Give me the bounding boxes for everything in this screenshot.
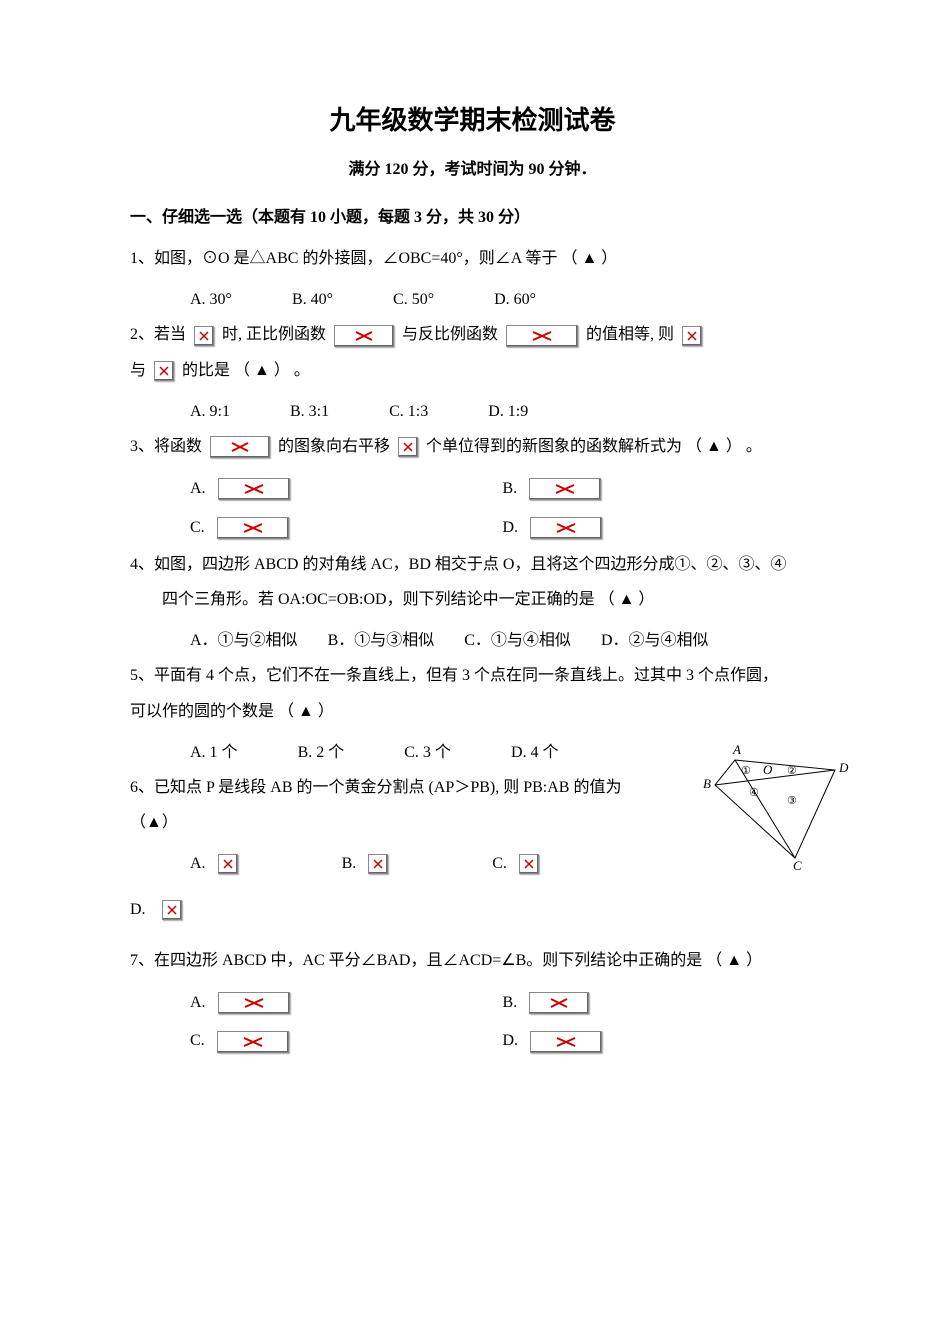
answer-blank: （ ▲ ） [234,362,290,379]
broken-image-icon [529,992,589,1014]
q4-line2: 四个三角形。若 OA:OC=OB:OD，则下列结论中一定正确的是 [162,591,595,608]
q3-part-d: 。 [746,438,762,455]
q2-part-a: 2、若当 [130,326,186,343]
q2-opt-a: A. 9:1 [190,394,230,429]
page-title: 九年级数学期末检测试卷 [130,100,815,137]
broken-image-icon [334,325,394,347]
broken-image-icon [398,437,418,457]
broken-image-icon [682,326,702,346]
q3-opt-b: B. [503,470,816,508]
q6-line1: 6、已知点 P 是线段 AB 的一个黄金分割点 (AP＞PB), 则 PB:AB… [130,770,645,805]
question-4: 4、如图，四边形 ABCD 的对角线 AC，BD 相交于点 O，且将这个四边形分… [130,547,815,617]
question-3: 3、将函数 的图象向右平移 个单位得到的新图象的函数解析式为 （ ▲ ） 。 [130,429,815,464]
q7-opt-c: C. [190,1022,503,1060]
figure-label-c: C [793,858,802,870]
q1-stem: 1、如图，⊙O 是△ABC 的外接圆，∠OBC=40°，则∠A 等于 [130,250,557,267]
exam-page: 九年级数学期末检测试卷 满分 120 分，考试时间为 90 分钟． 一、仔细选一… [0,0,945,1337]
q5-line1: 5、平面有 4 个点，它们不在一条直线上，但有 3 个点在同一条直线上。过其中 … [130,658,815,693]
answer-blank: （ ▲ ） [561,250,617,267]
q3-part-c: 个单位得到的新图象的函数解析式为 [426,438,682,455]
q4-figure: A D C B O ① ② ③ ④ [695,740,855,870]
broken-image-icon [218,854,238,874]
figure-n3: ③ [787,795,797,807]
q1-opt-c: C. 50° [393,282,434,317]
q2-opt-b: B. 3:1 [290,394,329,429]
q1-opt-b: B. 40° [292,282,333,317]
q5-opt-a: A. 1 个 [190,735,238,770]
q6-opt-a: A. [190,846,242,881]
question-6: 6、已知点 P 是线段 AB 的一个黄金分割点 (AP＞PB), 则 PB:AB… [130,770,815,840]
broken-image-icon [194,326,214,346]
q4-options: A．①与②相似 B．①与③相似 C．①与④相似 D．②与④相似 [130,623,815,658]
q6-line2: （▲） [130,805,645,840]
q7-opt-d: D. [503,1022,816,1060]
q5-opt-d: D. 4 个 [511,735,559,770]
q3-part-a: 3、将函数 [130,438,202,455]
q2-part-b: 时, 正比例函数 [222,326,326,343]
q2-opt-c: C. 1:3 [389,394,428,429]
broken-image-icon [218,478,290,500]
figure-label-d: D [838,760,849,775]
q4-line1: 4、如图，四边形 ABCD 的对角线 AC，BD 相交于点 O，且将这个四边形分… [130,547,815,582]
q6-opt-d: D. [130,901,186,918]
q6-opt-d-row: D. [130,892,815,927]
q2-line2-c: 。 [294,362,310,379]
q3-opt-d: D. [503,509,816,547]
q2-part-d: 的值相等, 则 [586,326,674,343]
broken-image-icon [368,854,388,874]
q2-line2-b: 的比是 [182,362,230,379]
page-subtitle: 满分 120 分，考试时间为 90 分钟． [130,155,815,179]
q4-opt-c: C．①与④相似 [464,623,571,658]
q3-options: A. B. C. D. [130,470,815,547]
q4-opt-d: D．②与④相似 [601,623,709,658]
broken-image-icon [530,517,602,539]
figure-label-a: A [732,742,741,757]
question-5: 5、平面有 4 个点，它们不在一条直线上，但有 3 个点在同一条直线上。过其中 … [130,658,815,728]
broken-image-icon [506,325,578,347]
broken-image-icon [519,854,539,874]
q5-opt-c: C. 3 个 [404,735,451,770]
q4-opt-b: B．①与③相似 [328,623,435,658]
q3-opt-c: C. [190,509,503,547]
figure-label-o: O [763,762,773,777]
answer-blank: （ ▲ ） [278,703,334,720]
figure-n2: ② [787,765,797,777]
broken-image-icon [530,1031,602,1053]
broken-image-icon [154,361,174,381]
q6-opt-b: B. [342,846,393,881]
q7-options: A. B. C. D. [130,984,815,1061]
q2-options: A. 9:1 B. 3:1 C. 1:3 D. 1:9 [130,394,815,429]
q7-opt-a: A. [190,984,503,1022]
q2-line2-a: 与 [130,362,146,379]
q5-opt-b: B. 2 个 [298,735,345,770]
figure-label-b: B [703,776,711,791]
broken-image-icon [210,436,270,458]
q1-options: A. 30° B. 40° C. 50° D. 60° [130,282,815,317]
answer-blank: （ ▲ ） [599,591,655,608]
broken-image-icon [217,517,289,539]
question-2: 2、若当 时, 正比例函数 与反比例函数 的值相等, 则 与 的比是 （ ▲ ）… [130,317,815,387]
q3-opt-a: A. [190,470,503,508]
figure-n1: ① [741,765,751,777]
q2-part-c: 与反比例函数 [402,326,498,343]
q4-opt-a: A．①与②相似 [190,623,298,658]
answer-blank: （ ▲ ） [706,952,762,969]
q6-opt-c: C. [492,846,543,881]
broken-image-icon [218,992,290,1014]
q1-opt-a: A. 30° [190,282,232,317]
q1-opt-d: D. 60° [494,282,536,317]
q5-line2: 可以作的圆的个数是 [130,703,274,720]
broken-image-icon [162,900,182,920]
answer-blank: （ ▲ ） [686,438,742,455]
section-1-heading: 一、仔细选一选（本题有 10 小题，每题 3 分，共 30 分） [130,203,815,227]
question-1: 1、如图，⊙O 是△ABC 的外接圆，∠OBC=40°，则∠A 等于 （ ▲ ） [130,241,815,276]
q7-stem: 7、在四边形 ABCD 中，AC 平分∠BAD，且∠ACD=∠B。则下列结论中正… [130,952,702,969]
q3-part-b: 的图象向右平移 [278,438,390,455]
figure-n4: ④ [749,787,759,799]
q2-opt-d: D. 1:9 [488,394,528,429]
question-7: 7、在四边形 ABCD 中，AC 平分∠BAD，且∠ACD=∠B。则下列结论中正… [130,943,815,978]
broken-image-icon [217,1031,289,1053]
q7-opt-b: B. [503,984,816,1022]
broken-image-icon [529,478,601,500]
